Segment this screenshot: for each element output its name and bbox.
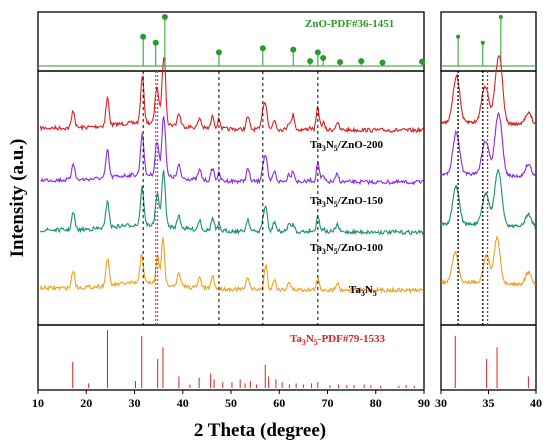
- series-label-ta3n5-zno-150: Ta3N5/ZnO-150: [310, 195, 384, 209]
- zoom-x-tick-label: 40: [530, 396, 542, 410]
- x-tick-label: 50: [225, 396, 237, 410]
- zno-reference-marker: [314, 49, 321, 56]
- zno-reference-marker: [161, 14, 168, 20]
- pattern-line-0: [39, 56, 424, 134]
- zoom-x-tick-label: 35: [483, 396, 495, 410]
- x-tick-label: 70: [322, 396, 334, 410]
- series-label-ta3n5-zno-100: Ta3N5/ZnO-100: [310, 242, 384, 256]
- x-tick-label: 10: [32, 396, 44, 410]
- x-tick-label: 40: [177, 396, 189, 410]
- zno-reference-marker: [290, 46, 297, 53]
- zno-reference-marker: [140, 33, 147, 40]
- ta3n5-reference-label: Ta3N5-PDF#79-1533: [290, 333, 385, 347]
- pattern-line-3: [39, 237, 424, 294]
- pattern-line-1: [40, 116, 424, 186]
- x-tick-label: 90: [418, 396, 430, 410]
- zno-reference-marker: [215, 49, 222, 56]
- zno-reference-marker: [337, 59, 344, 66]
- x-tick-label: 60: [273, 396, 285, 410]
- zno-reference-marker: [419, 58, 426, 65]
- zoom-pattern-line-3: [440, 234, 537, 287]
- x-axis-label: 2 Theta (degree): [194, 420, 326, 441]
- zno-reference-marker: [358, 58, 365, 65]
- series-label-ta3n5: Ta3N5: [349, 284, 377, 298]
- zoom-x-tick-label: 30: [435, 396, 447, 410]
- pattern-line-2: [39, 170, 424, 236]
- zno-reference-marker: [320, 54, 327, 61]
- zoom-zno-marker: [498, 15, 503, 19]
- x-tick-label: 80: [370, 396, 382, 410]
- zoom-pattern-line-2: [440, 168, 537, 230]
- zno-reference-marker: [152, 39, 159, 46]
- zoom-zno-marker: [456, 34, 461, 39]
- zoom-zno-marker: [480, 40, 485, 45]
- y-axis-label: Intensity (a.u.): [7, 139, 28, 258]
- zoom-pattern-panel-frame: [440, 70, 537, 326]
- x-tick-label: 30: [129, 396, 141, 410]
- zno-reference-marker: [259, 45, 266, 52]
- zno-reference-marker: [379, 59, 386, 66]
- zoom-pattern-line-0: [440, 55, 537, 127]
- zno-reference-marker: [307, 58, 314, 65]
- series-label-ta3n5-zno-200: Ta3N5/ZnO-200: [310, 139, 384, 153]
- zno-reference-label: ZnO-PDF#36-1451: [305, 18, 394, 30]
- zoom-zno-panel-frame: [440, 11, 537, 72]
- x-tick-label: 20: [80, 396, 92, 410]
- zoom-pattern-line-1: [440, 112, 537, 179]
